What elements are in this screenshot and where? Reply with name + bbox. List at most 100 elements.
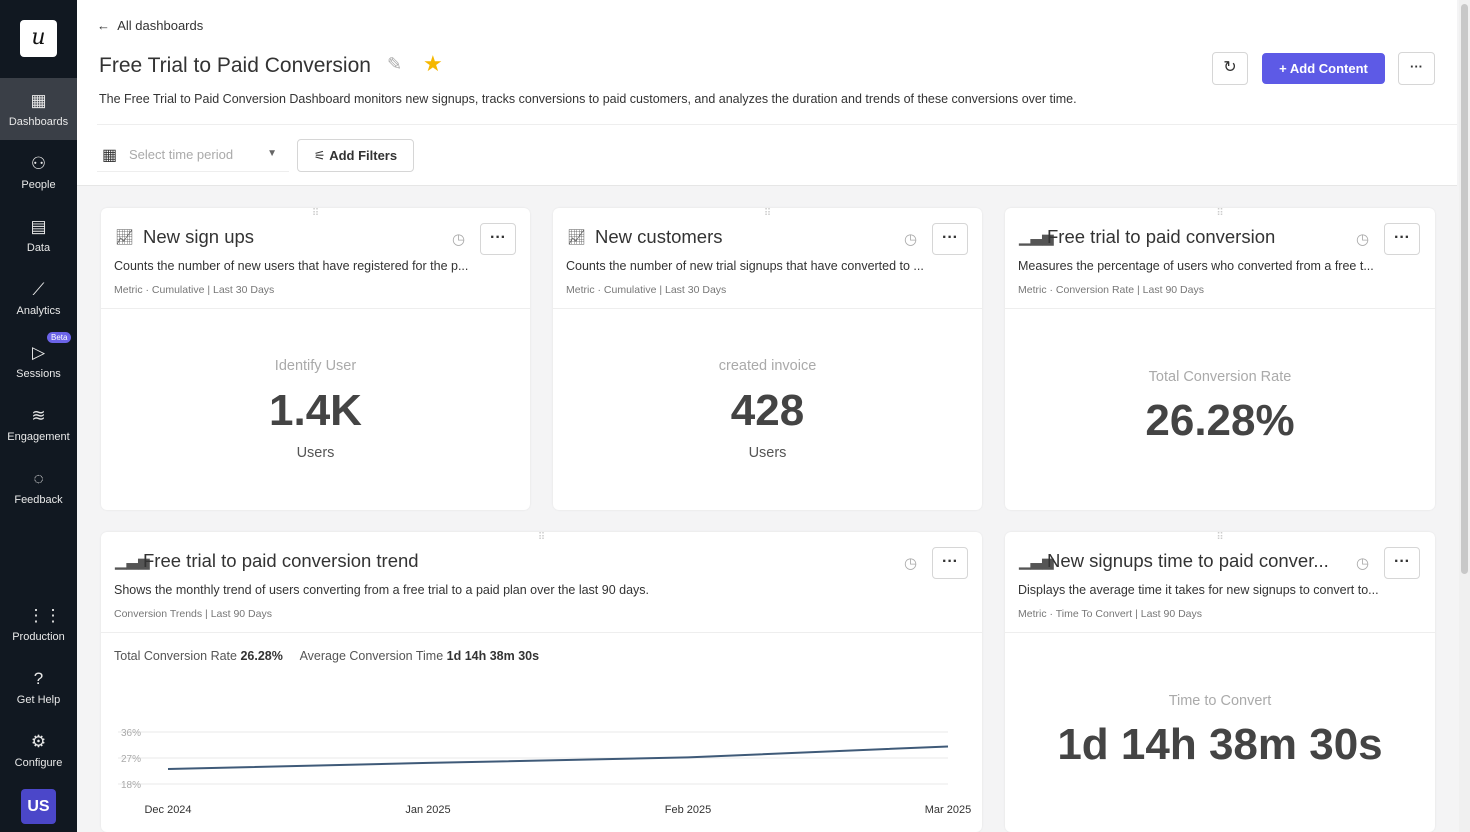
sidebar-item-feedback[interactable]: ◌ Feedback [0, 456, 77, 518]
drag-handle[interactable]: ⠿ [537, 532, 546, 543]
page-description: The Free Trial to Paid Conversion Dashbo… [99, 92, 1077, 106]
sidebar-item-engagement[interactable]: ≋ Engagement [0, 393, 77, 455]
rate-label: Total Conversion Rate [114, 649, 237, 663]
card-meta: Metric · Cumulative | Last 30 Days [114, 284, 275, 296]
clock-icon[interactable]: ◷ [904, 555, 918, 572]
dashboard-header: ← All dashboards Free Trial to Paid Conv… [77, 0, 1457, 186]
play-icon: ▷ [31, 343, 46, 362]
metric-value: 428 [730, 386, 805, 435]
edit-icon[interactable]: ✎ [387, 54, 403, 74]
sidebar-item-configure[interactable]: ⚙ Configure [0, 719, 77, 781]
metric-unit: Users [296, 445, 335, 461]
plus-icon: + [1279, 61, 1290, 76]
scrollbar-thumb[interactable] [1461, 4, 1468, 574]
card-more-button[interactable]: ··· [1384, 223, 1420, 255]
help-icon: ? [33, 669, 44, 688]
sidebar-item-label: Engagement [7, 431, 70, 443]
card-meta: Conversion Trends | Last 90 Days [114, 608, 272, 620]
add-content-button[interactable]: + Add Content [1262, 53, 1385, 84]
dashboard-icon: ▦ [30, 91, 47, 110]
sidebar-item-label: Dashboards [8, 116, 69, 128]
line-chart-icon: 📈︎ [567, 229, 587, 246]
time-period-select[interactable]: ▦ Select time period ▼ [97, 140, 289, 172]
scrollbar[interactable] [1459, 0, 1470, 832]
time-label: Average Conversion Time [299, 649, 444, 663]
sidebar-item-data[interactable]: ▤ Data [0, 204, 77, 266]
refresh-button[interactable]: ↻ [1212, 52, 1248, 85]
metric-card-new-customers: ⠿ 📈︎ New customers ◷ ··· Counts the numb… [553, 208, 982, 510]
sidebar-item-label: Data [26, 242, 51, 254]
sidebar-item-get-help[interactable]: ? Get Help [0, 656, 77, 718]
divider [1005, 632, 1435, 633]
metric-label: Time to Convert [1168, 693, 1272, 709]
filter-icon: ⚟ [313, 148, 330, 163]
clock-icon[interactable]: ◷ [1356, 231, 1370, 248]
card-description: Counts the number of new users that have… [114, 259, 469, 273]
clock-icon[interactable]: ◷ [452, 231, 466, 248]
metric-card-new-sign-ups: ⠿ 📈︎ New sign ups ◷ ··· Counts the numbe… [101, 208, 530, 510]
divider [101, 632, 982, 633]
metric-value: 1d 14h 38m 30s [1057, 720, 1383, 769]
card-description: Counts the number of new trial signups t… [566, 259, 924, 273]
card-more-button[interactable]: ··· [932, 223, 968, 255]
back-link[interactable]: ← All dashboards [97, 18, 203, 33]
drag-handle[interactable]: ⠿ [311, 208, 320, 219]
add-filters-label: Add Filters [329, 148, 398, 163]
y-tick-label: 18% [121, 780, 141, 791]
metric-card-conversion: ⠿ ▁▃▅ Free trial to paid conversion ◷ ··… [1005, 208, 1435, 510]
add-filters-button[interactable]: ⚟ Add Filters [297, 139, 414, 172]
metric-label: Total Conversion Rate [1148, 369, 1292, 385]
bar-chart-icon: ▁▃▅ [1019, 553, 1054, 570]
drag-handle[interactable]: ⠿ [763, 208, 772, 219]
card-more-button[interactable]: ··· [932, 547, 968, 579]
bar-chart-icon: ▁▃▅ [1019, 229, 1054, 246]
page-title: Free Trial to Paid Conversion [99, 54, 371, 77]
metric-value: 1.4K [269, 386, 362, 435]
sidebar-item-sessions[interactable]: Beta ▷ Sessions [0, 330, 77, 392]
card-meta: Metric · Conversion Rate | Last 90 Days [1018, 284, 1204, 296]
clock-icon[interactable]: ◷ [904, 231, 918, 248]
card-title: Free trial to paid conversion [1047, 226, 1276, 247]
calendar-icon: ▦ [102, 147, 118, 164]
chat-icon: ◌ [33, 469, 44, 488]
sidebar-item-people[interactable]: ⚇ People [0, 141, 77, 203]
chart-card-conversion-trend: ⠿ ▁▃▅ Free trial to paid conversion tren… [101, 532, 982, 832]
drag-handle[interactable]: ⠿ [1216, 532, 1224, 543]
back-label: All dashboards [117, 18, 204, 33]
metric-card-time-to-convert: ⠿ ▁▃▅ New signups time to paid conver...… [1005, 532, 1435, 832]
x-tick-label: Dec 2024 [144, 804, 191, 816]
avatar[interactable]: US [21, 789, 56, 824]
series-line [167, 745, 949, 770]
grid-icon: ⋮⋮ [27, 606, 62, 625]
drag-handle[interactable]: ⠿ [1216, 208, 1224, 219]
divider [1005, 308, 1435, 309]
card-title: Free trial to paid conversion trend [143, 550, 419, 571]
metric-label: Identify User [274, 358, 357, 374]
sidebar-item-label: Production [12, 631, 65, 643]
chart-summary: Total Conversion Rate 26.28% Average Con… [114, 649, 539, 663]
x-tick-label: Feb 2025 [665, 804, 711, 816]
analytics-icon: ⟋ [32, 280, 45, 299]
star-icon[interactable]: ★ [423, 51, 443, 76]
x-tick-label: Jan 2025 [405, 804, 450, 816]
divider [97, 124, 1457, 125]
sidebar-item-label: Feedback [14, 494, 63, 506]
gear-icon: ⚙ [30, 732, 47, 751]
sidebar-item-label: Get Help [16, 694, 61, 706]
card-meta: Metric · Cumulative | Last 30 Days [566, 284, 727, 296]
logo[interactable]: u [20, 20, 57, 57]
sidebar-item-dashboards[interactable]: ▦ Dashboards [0, 78, 77, 140]
more-button[interactable]: ··· [1398, 52, 1435, 85]
card-title: New sign ups [143, 226, 255, 247]
clock-icon[interactable]: ◷ [1356, 555, 1370, 572]
sidebar-item-analytics[interactable]: ⟋ Analytics [0, 267, 77, 329]
y-tick-label: 27% [121, 754, 141, 765]
sidebar-item-label: Configure [14, 757, 63, 769]
sidebar-item-production[interactable]: ⋮⋮ Production [0, 593, 77, 655]
card-more-button[interactable]: ··· [1384, 547, 1420, 579]
rate-value: 26.28% [240, 649, 283, 663]
data-icon: ▤ [30, 217, 47, 236]
chevron-down-icon: ▼ [267, 148, 277, 159]
sidebar-item-label: Sessions [16, 368, 61, 380]
card-more-button[interactable]: ··· [480, 223, 516, 255]
